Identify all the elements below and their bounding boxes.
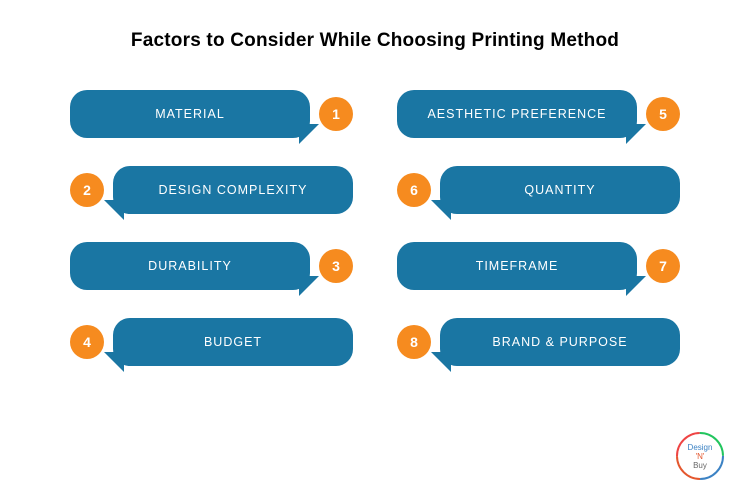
svg-text:'N': 'N': [696, 452, 705, 461]
factor-label: TIMEFRAME: [476, 259, 559, 273]
factor-bubble: BRAND & PURPOSE: [440, 318, 680, 366]
bubble-tail-icon: [299, 124, 319, 144]
factor-item: 4 BUDGET: [70, 318, 353, 366]
factor-bubble: MATERIAL: [70, 90, 310, 138]
factor-item: AESTHETIC PREFERENCE 5: [397, 90, 680, 138]
factor-label: QUANTITY: [524, 183, 595, 197]
factor-number-badge: 6: [397, 173, 431, 207]
bubble-tail-icon: [626, 124, 646, 144]
factor-label: BRAND & PURPOSE: [492, 335, 627, 349]
factor-number-badge: 4: [70, 325, 104, 359]
factor-number-badge: 7: [646, 249, 680, 283]
factor-item: 8 BRAND & PURPOSE: [397, 318, 680, 366]
factor-bubble: DESIGN COMPLEXITY: [113, 166, 353, 214]
bubble-tail-icon: [626, 276, 646, 296]
factor-bubble: AESTHETIC PREFERENCE: [397, 90, 637, 138]
factor-number-badge: 2: [70, 173, 104, 207]
factor-item: 2 DESIGN COMPLEXITY: [70, 166, 353, 214]
factor-bubble: DURABILITY: [70, 242, 310, 290]
brand-logo-icon: Design 'N' Buy: [674, 430, 726, 482]
factor-number-badge: 8: [397, 325, 431, 359]
svg-text:Buy: Buy: [693, 461, 707, 470]
svg-text:Design: Design: [688, 443, 713, 452]
factor-bubble: BUDGET: [113, 318, 353, 366]
factor-label: AESTHETIC PREFERENCE: [427, 107, 606, 121]
factor-item: TIMEFRAME 7: [397, 242, 680, 290]
factor-label: DESIGN COMPLEXITY: [159, 183, 308, 197]
factors-grid: MATERIAL 1 AESTHETIC PREFERENCE 5 2 DESI…: [70, 90, 680, 366]
page-title: Factors to Consider While Choosing Print…: [0, 0, 750, 52]
factor-bubble: TIMEFRAME: [397, 242, 637, 290]
factor-item: 6 QUANTITY: [397, 166, 680, 214]
factor-label: BUDGET: [204, 335, 262, 349]
factor-number-badge: 5: [646, 97, 680, 131]
bubble-tail-icon: [299, 276, 319, 296]
factor-number-badge: 1: [319, 97, 353, 131]
factor-label: MATERIAL: [155, 107, 225, 121]
factor-label: DURABILITY: [148, 259, 232, 273]
factor-item: MATERIAL 1: [70, 90, 353, 138]
factor-number-badge: 3: [319, 249, 353, 283]
factor-item: DURABILITY 3: [70, 242, 353, 290]
factor-bubble: QUANTITY: [440, 166, 680, 214]
